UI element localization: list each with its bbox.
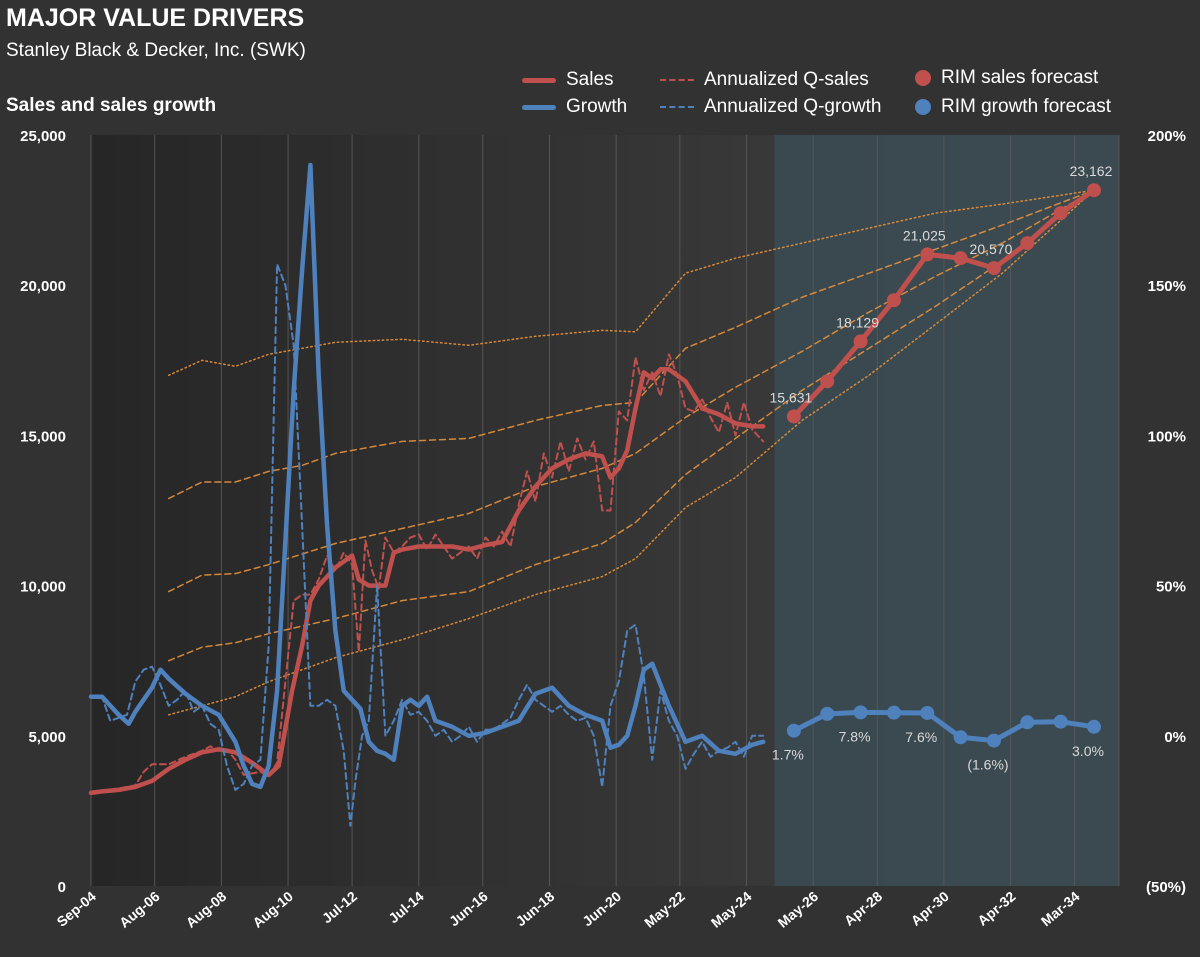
rim-growth-forecast-point xyxy=(1020,715,1035,730)
x-tick-label: Apr-32 xyxy=(974,888,1018,929)
sales-forecast-label: 23,162 xyxy=(1070,163,1113,179)
rim-growth-forecast-point xyxy=(1086,719,1101,734)
growth-line xyxy=(88,162,766,790)
x-tick-label: May-26 xyxy=(775,888,822,931)
y-left-tick-label: 25,000 xyxy=(20,128,66,145)
rim-sales-forecast-point xyxy=(820,374,835,389)
rim-growth-forecast-point xyxy=(886,705,901,720)
valuation-band xyxy=(167,189,1095,716)
sales-forecast-label: 20,570 xyxy=(970,241,1013,257)
x-tick-label: Jun-16 xyxy=(446,888,491,929)
legend-label-rim-growth: RIM growth forecast xyxy=(941,96,1111,117)
growth-forecast-label: 1.7% xyxy=(772,747,804,763)
rim-sales-forecast-point xyxy=(953,251,968,266)
page-title: MAJOR VALUE DRIVERS xyxy=(6,4,305,32)
legend-label-growth: Growth xyxy=(566,96,628,117)
legend-item-growth: Growth xyxy=(522,96,627,118)
y-left-tick-label: 0 xyxy=(58,879,66,896)
rim-growth-forecast-point xyxy=(820,706,835,721)
valuation-band xyxy=(167,189,1095,377)
x-tick-label: Apr-28 xyxy=(841,888,885,929)
y-left-tick-label: 5,000 xyxy=(28,729,66,746)
legend-label-rim-sales: RIM sales forecast xyxy=(941,67,1099,88)
y-left-tick-label: 20,000 xyxy=(20,278,66,295)
x-tick-label: May-24 xyxy=(708,888,755,931)
rim-sales-marker-swatch xyxy=(915,70,931,86)
rim-sales-forecast-point xyxy=(853,334,868,349)
rim-sales-forecast-point xyxy=(986,261,1001,276)
rim-growth-forecast-point xyxy=(853,705,868,720)
legend-item-q-growth: Annualized Q-growth xyxy=(660,96,881,118)
rim-growth-marker-swatch xyxy=(915,99,931,115)
rim-growth-forecast-point xyxy=(786,723,801,738)
x-tick-label: Jul-14 xyxy=(385,888,426,926)
x-tick-label: Jun-20 xyxy=(579,888,624,929)
forecast-region xyxy=(774,135,1119,886)
y-right-tick-label: 50% xyxy=(1156,579,1186,596)
sales-forecast-label: 18,129 xyxy=(836,314,879,330)
rim-growth-forecast-point xyxy=(986,733,1001,748)
rim-sales-forecast-line xyxy=(792,188,1096,419)
legend-item-rim-growth: RIM growth forecast xyxy=(915,96,1111,118)
x-tick-label: Jul-12 xyxy=(319,888,360,926)
growth-line-swatch xyxy=(522,104,556,110)
rim-sales-forecast-point xyxy=(886,293,901,308)
rim-sales-forecast-point xyxy=(1020,236,1035,251)
q-sales-dash-swatch xyxy=(660,79,694,81)
y-left-tick-label: 10,000 xyxy=(20,579,66,596)
sales-forecast-label: 15,631 xyxy=(769,389,812,405)
x-tick-label: Apr-30 xyxy=(908,888,952,929)
rim-growth-forecast-point xyxy=(1053,714,1068,729)
x-tick-label: May-22 xyxy=(641,888,688,931)
legend-label-q-sales: Annualized Q-sales xyxy=(704,69,869,90)
y-right-tick-label: (50%) xyxy=(1146,879,1186,896)
legend-item-rim-sales: RIM sales forecast xyxy=(915,67,1098,89)
chart-panel-title: Sales and sales growth xyxy=(6,95,217,116)
sales-forecast-label: 21,025 xyxy=(903,227,946,243)
sales-line-swatch xyxy=(522,77,556,83)
growth-forecast-label: (1.6%) xyxy=(967,757,1008,773)
y-right-tick-label: 100% xyxy=(1148,428,1186,445)
x-tick-label: Aug-08 xyxy=(183,888,230,931)
y-right-tick-label: 0% xyxy=(1164,729,1186,746)
growth-forecast-label: 3.0% xyxy=(1072,743,1104,759)
valuation-band xyxy=(167,189,1095,500)
x-tick-label: Mar-34 xyxy=(1038,888,1083,929)
legend-label-sales: Sales xyxy=(566,69,614,90)
q-growth-dash-swatch xyxy=(660,106,694,108)
rim-sales-forecast-point xyxy=(786,409,801,424)
rim-sales-forecast-point xyxy=(920,247,935,262)
rim-growth-forecast-point xyxy=(920,705,935,720)
x-tick-label: Aug-06 xyxy=(116,888,163,931)
growth-forecast-label: 7.6% xyxy=(905,729,937,745)
rim-growth-forecast-point xyxy=(953,730,968,745)
valuation-band xyxy=(167,189,1095,593)
legend-label-q-growth: Annualized Q-growth xyxy=(704,96,882,117)
valuation-band xyxy=(167,189,1095,662)
y-right-tick-label: 150% xyxy=(1148,278,1186,295)
y-right-tick-label: 200% xyxy=(1148,128,1186,145)
x-tick-label: Jun-18 xyxy=(513,888,558,929)
annualized-q-growth-line xyxy=(90,263,765,827)
rim-sales-forecast-point xyxy=(1086,183,1101,198)
x-tick-label: Aug-10 xyxy=(249,888,296,931)
rim-sales-forecast-point xyxy=(1053,206,1068,221)
rim-growth-forecast-line xyxy=(792,709,1095,744)
annualized-q-sales-line xyxy=(90,353,765,794)
company-subtitle: Stanley Black & Decker, Inc. (SWK) xyxy=(6,40,306,61)
legend-item-q-sales: Annualized Q-sales xyxy=(660,69,869,91)
y-left-tick-label: 15,000 xyxy=(20,428,66,445)
legend-item-sales: Sales xyxy=(522,69,614,91)
growth-forecast-label: 7.8% xyxy=(839,728,871,744)
